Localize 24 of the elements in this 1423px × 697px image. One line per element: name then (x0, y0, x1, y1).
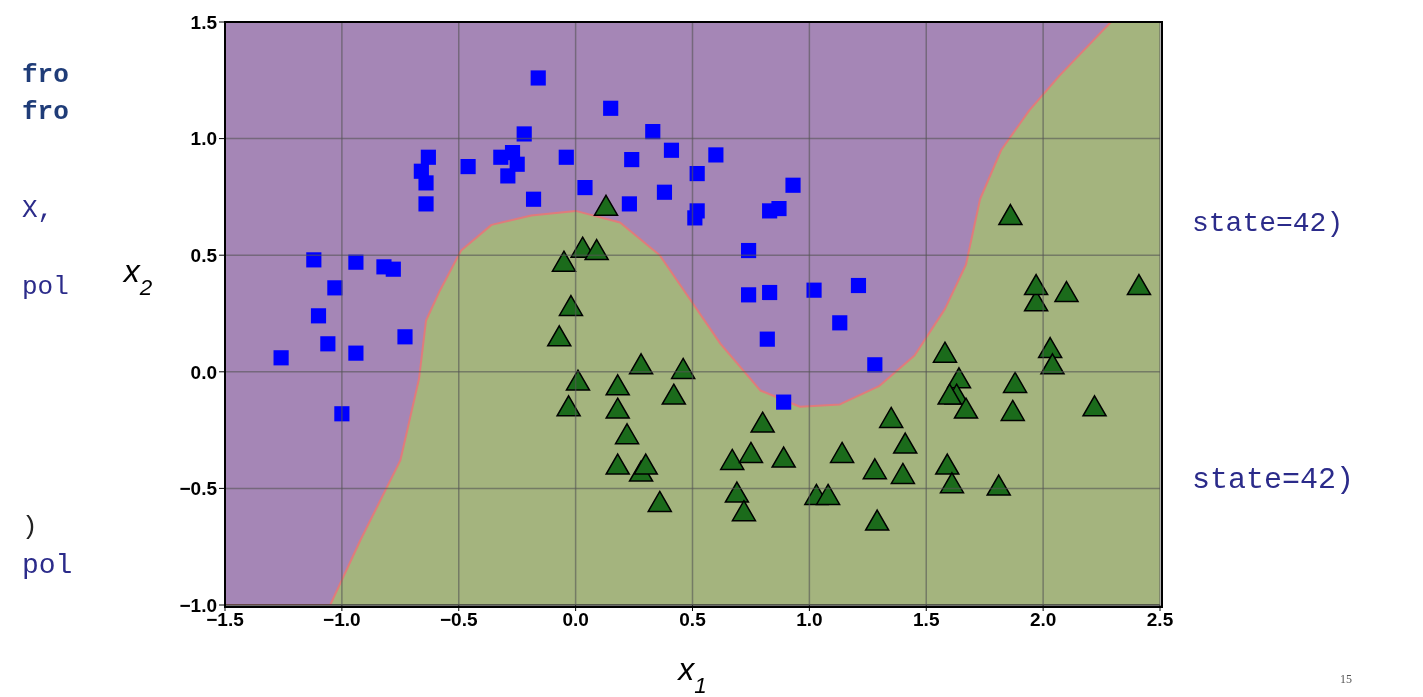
y-axis-title: x$_{2}$ (121, 253, 153, 300)
text: ) (22, 512, 38, 542)
x-tick-label: 0.5 (679, 609, 707, 631)
x-tick-label: 2.0 (1029, 609, 1057, 631)
x-tick-label: 1.5 (913, 609, 940, 631)
y-tick-label: 0.5 (190, 244, 218, 266)
text: fro (22, 60, 69, 90)
x-tick-label: 0.0 (562, 609, 589, 631)
x-tick-label: −0.5 (439, 609, 478, 631)
x-axis-title: x$_{1}$ (676, 651, 707, 697)
text: state=42) (1192, 208, 1344, 239)
text: X, (22, 195, 54, 225)
text: pol (22, 272, 69, 302)
text: 15 (1340, 672, 1352, 687)
text: pol (22, 550, 73, 581)
y-tick-label: 0.0 (190, 361, 217, 383)
y-tick-label: 1.0 (190, 128, 217, 150)
y-tick-label: 1.5 (190, 11, 218, 33)
x-tick-label: 2.5 (1146, 609, 1174, 631)
text: state=42) (1192, 463, 1355, 497)
x-tick-label: −1.0 (323, 609, 361, 631)
text: fro (22, 97, 69, 127)
y-tick-label: −0.5 (179, 478, 218, 500)
x-tick-label: 1.0 (796, 609, 823, 631)
